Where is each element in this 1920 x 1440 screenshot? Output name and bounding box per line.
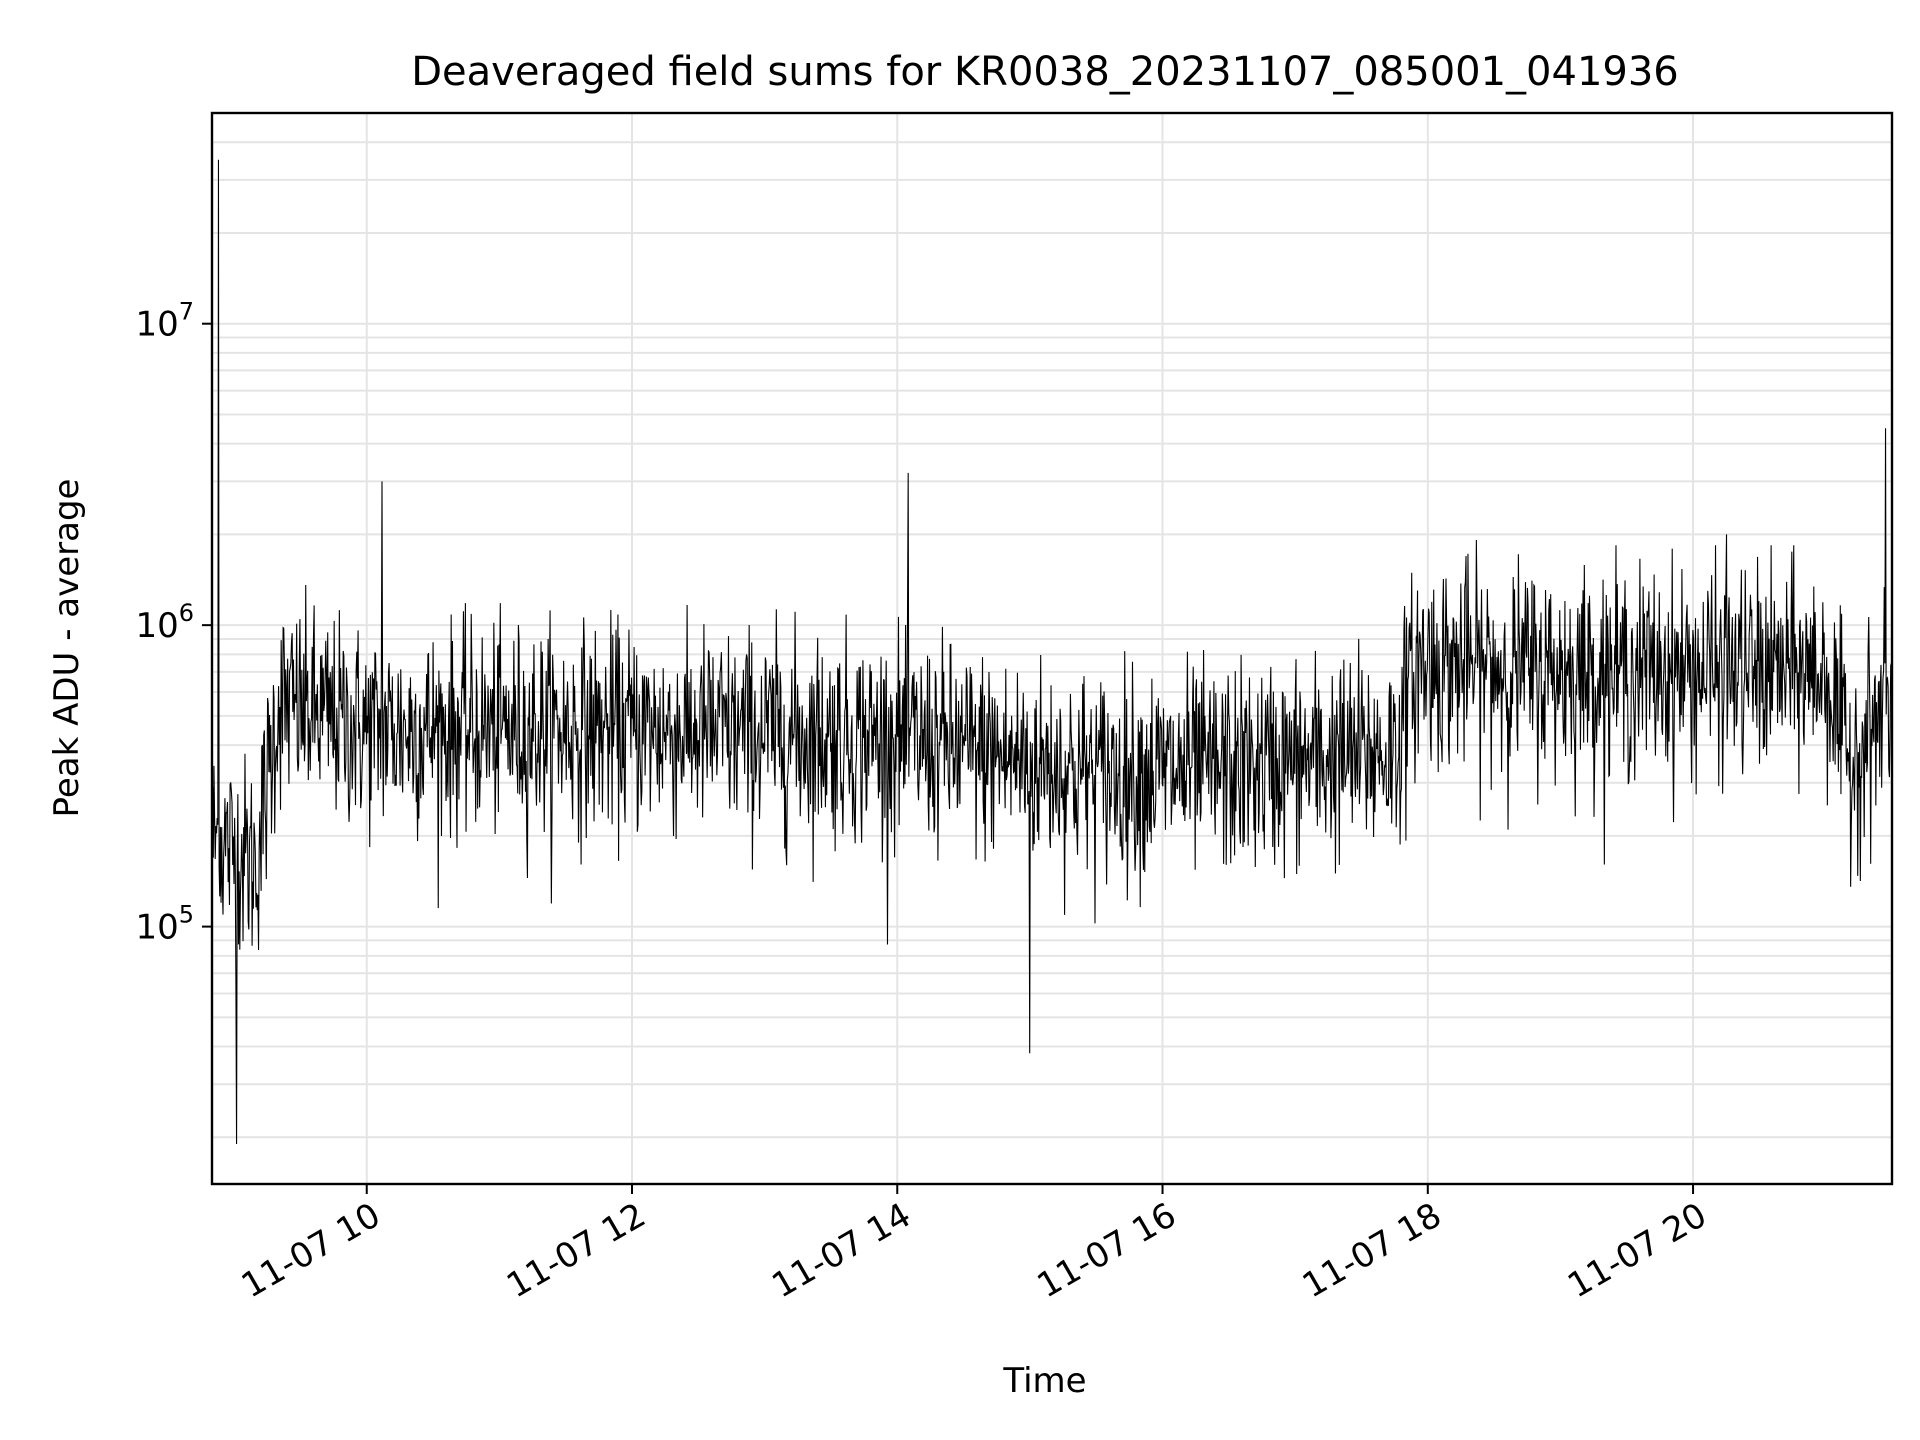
x-axis-label: Time [1002, 1361, 1086, 1401]
y-tick-label: 105 [135, 901, 194, 948]
y-tick-label: 106 [135, 599, 194, 646]
y-tick-label: 107 [135, 298, 194, 345]
series-line [211, 159, 1893, 1145]
plot-frame [210, 111, 1894, 1186]
series-line-group [211, 159, 1893, 1145]
chart-title: Deaveraged field sums for KR0038_2023110… [411, 49, 1679, 95]
y-axis-label: Peak ADU - average [47, 479, 87, 818]
